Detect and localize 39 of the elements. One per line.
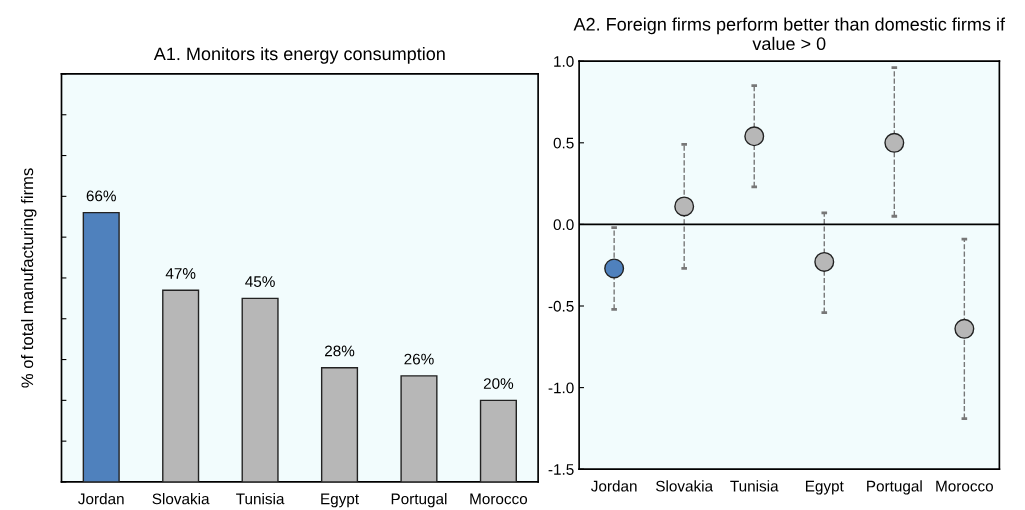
y-tick-label: 1.0 (554, 56, 574, 67)
y-tick-label: -0.5 (548, 300, 574, 312)
data-label: 26% (404, 353, 434, 365)
data-label: 47% (165, 268, 196, 279)
bar (320, 367, 359, 482)
point (604, 258, 625, 279)
x-tick-label: Morocco (470, 493, 528, 505)
chart-title: A2. Foreign firms perform better than domestic firms if value > 0 (573, 17, 1006, 51)
y-axis-title: % of total manufacturing firms (20, 168, 37, 388)
x-tick-label: Portugal (867, 480, 922, 495)
bar (162, 289, 200, 482)
x-tick-label: Egypt (321, 493, 359, 508)
bar (82, 211, 120, 482)
bar (241, 297, 279, 482)
y-tick-label: -1.5 (548, 464, 574, 475)
data-label: 45% (245, 276, 275, 287)
y-tick-label: 0.0 (553, 219, 574, 231)
point (884, 132, 905, 153)
x-tick-label: Morocco (936, 480, 994, 492)
point (744, 126, 765, 147)
x-tick-label: Egypt (805, 480, 844, 495)
data-label: 28% (325, 345, 355, 357)
point (954, 318, 975, 339)
y-tick-label: 0.5 (553, 137, 574, 149)
bar (479, 399, 517, 482)
data-label: 66% (86, 190, 116, 202)
x-tick-label: Jordan (78, 493, 124, 505)
x-tick-label: Jordan (591, 480, 637, 492)
bar (400, 375, 438, 482)
x-tick-label: Slovakia (656, 480, 714, 492)
x-tick-label: Tunisia (730, 480, 779, 492)
y-tick-label: -1.0 (548, 382, 574, 394)
point (814, 251, 835, 272)
x-tick-label: Tunisia (236, 493, 285, 505)
x-tick-label: Portugal (391, 493, 447, 508)
x-tick-label: Slovakia (152, 493, 210, 505)
chart-title: A1. Monitors its energy consumption (153, 46, 445, 64)
point (674, 196, 695, 217)
data-label: 20% (483, 378, 514, 389)
